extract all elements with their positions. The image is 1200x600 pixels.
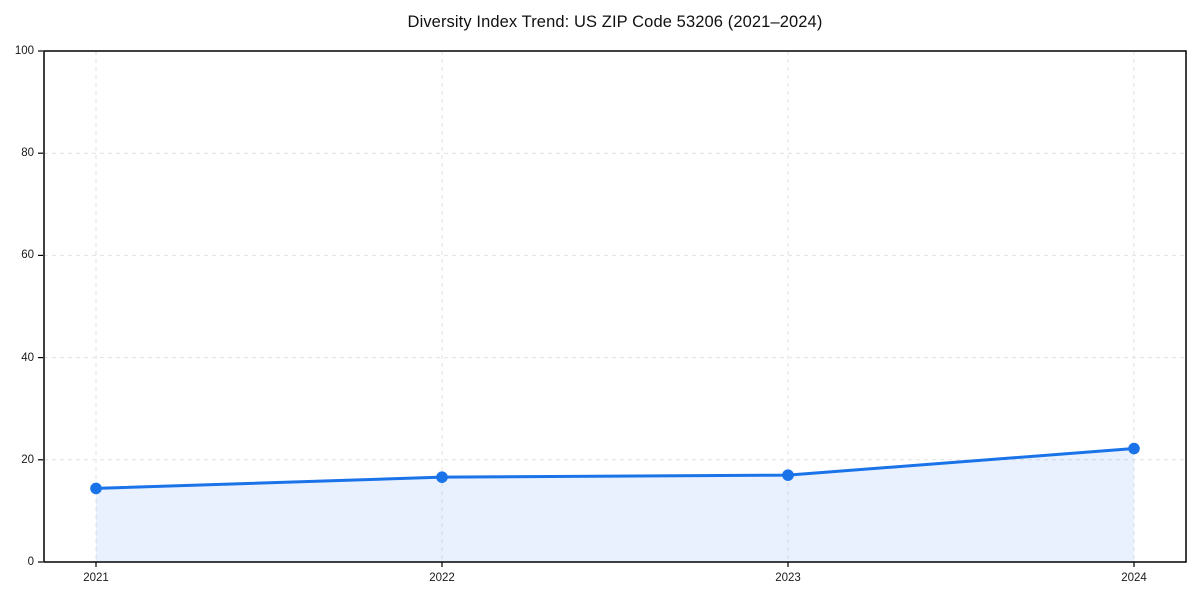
y-tick-label: 40 bbox=[21, 351, 34, 364]
y-tick-label: 0 bbox=[27, 556, 34, 568]
x-tick-label: 2024 bbox=[1121, 572, 1147, 584]
data-point-marker bbox=[436, 471, 448, 483]
plot-border bbox=[43, 50, 1187, 563]
data-point-marker bbox=[782, 469, 794, 481]
x-tick-label: 2023 bbox=[775, 572, 801, 584]
chart-title: Diversity Index Trend: US ZIP Code 53206… bbox=[407, 13, 823, 31]
plot-area bbox=[38, 50, 1187, 567]
y-tick-label: 80 bbox=[21, 147, 34, 160]
y-tick-label: 60 bbox=[21, 249, 34, 262]
trend-line bbox=[94, 447, 1136, 490]
x-tick-label: 2022 bbox=[429, 572, 455, 584]
y-tick-label: 20 bbox=[21, 453, 34, 466]
y-tick-label: 100 bbox=[14, 45, 34, 57]
data-point-marker bbox=[90, 482, 102, 495]
tick-marks bbox=[38, 50, 1135, 567]
data-point-marker bbox=[1128, 442, 1140, 455]
x-tick-label: 2021 bbox=[83, 572, 109, 584]
area-fill bbox=[96, 448, 1134, 562]
